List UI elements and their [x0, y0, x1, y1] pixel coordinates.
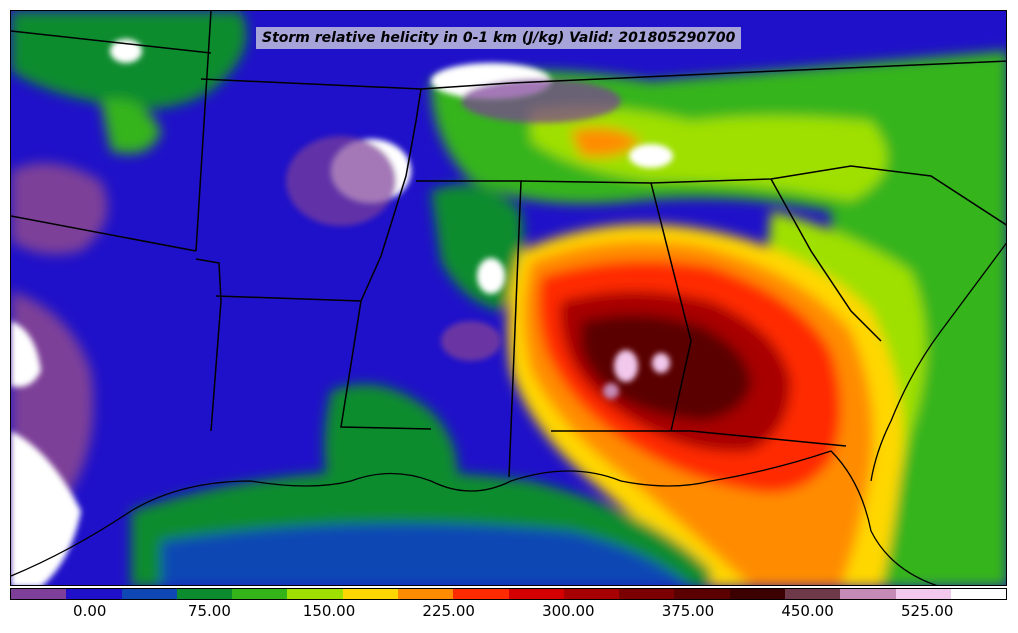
- colorbar-tick-label: 225.00: [422, 602, 475, 620]
- field-purple-south: [441, 321, 501, 361]
- colorbar-segment: [563, 589, 620, 599]
- field-core-pink-2: [652, 353, 670, 373]
- colorbar-tick-label: 150.00: [302, 602, 356, 620]
- colorbar-tick-label: 0.00: [73, 602, 107, 620]
- colorbar: [10, 588, 1007, 600]
- colorbar-segment: [840, 589, 896, 599]
- colorbar-segment: [674, 589, 730, 599]
- helicity-map: [11, 11, 1006, 585]
- field-white-west: [11, 321, 41, 387]
- colorbar-segment: [950, 589, 1007, 599]
- field-core-pink-3: [603, 383, 619, 399]
- colorbar-segment: [11, 589, 67, 599]
- field-ne-yellowgreen: [531, 107, 887, 201]
- colorbar-segment: [397, 589, 454, 599]
- colorbar-segment: [895, 589, 951, 599]
- colorbar-tick-label: 375.00: [661, 602, 715, 620]
- colorbar-segment: [729, 589, 785, 599]
- colorbar-segment: [66, 589, 122, 599]
- field-gulf-blue: [161, 523, 689, 585]
- colorbar-tick-label: 450.00: [781, 602, 834, 620]
- field-ne-orange: [571, 127, 641, 157]
- field-west-purple-2: [11, 163, 108, 255]
- colorbar-segment: [508, 589, 564, 599]
- field-white-mid: [477, 258, 505, 294]
- colorbar-segment: [453, 589, 509, 599]
- map-panel: Storm relative helicity in 0-1 km (J/kg)…: [10, 10, 1007, 586]
- map-title: Storm relative helicity in 0-1 km (J/kg)…: [256, 27, 742, 49]
- colorbar-segment: [287, 589, 343, 599]
- field-purple-mid: [286, 136, 396, 226]
- field-white-ne: [629, 144, 673, 168]
- colorbar-segment: [619, 589, 675, 599]
- colorbar-tick-label: 75.00: [187, 602, 231, 620]
- coastline: [11, 242, 1006, 585]
- colorbar-tick-labels: 0.00 75.00 150.00 225.00 300.00 375.00 450.00 5…: [10, 602, 1007, 624]
- colorbar-segment: [342, 589, 398, 599]
- colorbar-segment: [232, 589, 288, 599]
- colorbar-tick-label: 525.00: [900, 602, 954, 620]
- field-core-pink-1: [614, 350, 638, 382]
- state-borders: [11, 11, 1006, 478]
- field-white-southwest: [11, 431, 81, 585]
- colorbar-segment: [121, 589, 177, 599]
- field-purple-north: [461, 79, 621, 123]
- colorbar-tick-label: 300.00: [542, 602, 595, 620]
- field-north-lightgreen: [101, 99, 161, 154]
- colorbar-segment: [784, 589, 841, 599]
- colorbar-segment: [176, 589, 233, 599]
